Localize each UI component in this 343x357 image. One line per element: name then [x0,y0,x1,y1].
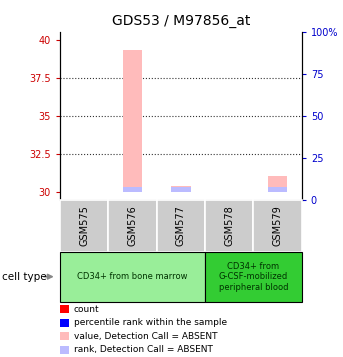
Text: value, Detection Call = ABSENT: value, Detection Call = ABSENT [74,332,217,341]
Bar [268,187,287,192]
Title: GDS53 / M97856_at: GDS53 / M97856_at [112,14,250,28]
Text: cell type: cell type [2,272,46,282]
Text: GSM576: GSM576 [128,205,138,246]
Text: GSM579: GSM579 [273,205,283,246]
Bar [60,200,108,252]
Text: GSM577: GSM577 [176,205,186,246]
Text: CD34+ from
G-CSF-mobilized
peripheral blood: CD34+ from G-CSF-mobilized peripheral bl… [219,262,288,292]
Bar [123,50,142,192]
Text: GSM578: GSM578 [224,205,234,246]
Bar [171,186,191,192]
Text: GSM575: GSM575 [79,205,89,246]
Text: rank, Detection Call = ABSENT: rank, Detection Call = ABSENT [74,345,213,355]
Bar [205,200,253,252]
Text: count: count [74,305,99,314]
Text: CD34+ from bone marrow: CD34+ from bone marrow [77,272,188,281]
Bar [157,200,205,252]
Bar [171,187,191,192]
Bar [268,176,287,192]
Bar [108,200,157,252]
Bar [60,252,205,302]
Text: percentile rank within the sample: percentile rank within the sample [74,318,227,327]
Bar [253,200,302,252]
Bar [123,187,142,192]
Bar [205,252,302,302]
